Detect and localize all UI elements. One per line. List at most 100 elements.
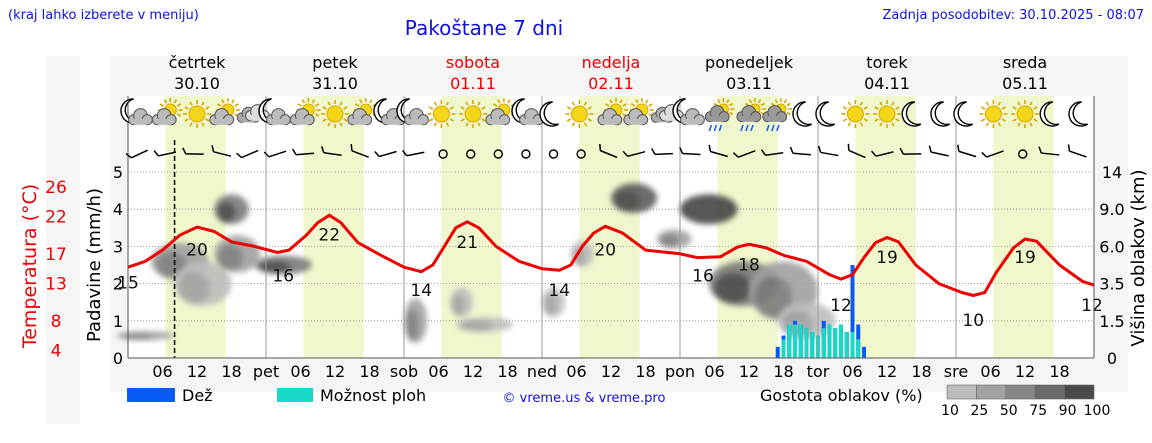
sun-ray bbox=[783, 99, 788, 104]
cloud-shape bbox=[597, 108, 623, 126]
x-tick-label: 18 bbox=[1049, 362, 1069, 381]
barb-tick bbox=[818, 145, 822, 153]
barb-tick bbox=[182, 147, 187, 155]
sun-ray bbox=[1029, 101, 1033, 106]
day-name: sobota bbox=[446, 53, 500, 72]
day-name: petek bbox=[312, 53, 358, 72]
cloud-height-tick-label: 14 bbox=[1102, 163, 1122, 182]
x-tick-label: 12 bbox=[1015, 362, 1035, 381]
sun-ray bbox=[847, 122, 852, 127]
sun-ray bbox=[631, 103, 636, 107]
sun-icon bbox=[979, 100, 1008, 128]
day-name: sreda bbox=[1003, 53, 1047, 72]
barb-tick bbox=[291, 148, 297, 156]
wind-calm-icon bbox=[493, 149, 503, 159]
sun-ray bbox=[339, 122, 343, 127]
sun-ray bbox=[449, 106, 454, 110]
sun-ray bbox=[355, 103, 360, 107]
barb-shaft bbox=[268, 150, 287, 158]
shower-bar bbox=[827, 324, 832, 358]
temp-tick-label: 26 bbox=[45, 178, 67, 198]
barb-tick bbox=[236, 152, 243, 159]
x-tick-label: sob bbox=[390, 362, 418, 381]
density-swatch bbox=[1005, 384, 1036, 400]
cloud-core bbox=[614, 190, 640, 212]
location-menu-hint: (kraj lahko izberete v meniju) bbox=[8, 8, 199, 23]
temp-tick-label: 22 bbox=[45, 208, 67, 228]
sun-ray bbox=[477, 101, 481, 106]
barb-tick bbox=[263, 151, 270, 158]
barb-shaft bbox=[820, 151, 839, 157]
wind-calm-icon bbox=[576, 149, 586, 159]
cloud-shape bbox=[485, 108, 511, 126]
temperature-label: 20 bbox=[186, 241, 208, 261]
sun-icon bbox=[841, 100, 870, 128]
sun-ray bbox=[359, 99, 363, 104]
cloud-core bbox=[451, 294, 465, 316]
x-tick-label: 12 bbox=[739, 362, 759, 381]
cloud-shape bbox=[347, 108, 373, 126]
cloud-base bbox=[742, 115, 756, 122]
cloud-height-tick-label: 1.5 bbox=[1099, 312, 1124, 331]
cloud-blob bbox=[680, 194, 738, 225]
day-date: 03.11 bbox=[726, 74, 772, 93]
sun-ray bbox=[571, 122, 576, 127]
x-tick-label: 06 bbox=[566, 362, 586, 381]
shower-bar bbox=[844, 331, 849, 358]
x-tick-label: pon bbox=[665, 362, 695, 381]
shower-bar bbox=[810, 331, 815, 358]
shower-legend-swatch bbox=[277, 388, 313, 402]
cloud-shape bbox=[128, 108, 153, 126]
sun-disc bbox=[846, 105, 864, 123]
rain-drop bbox=[718, 124, 723, 132]
temperature-label: 12 bbox=[830, 296, 852, 316]
rain-drop bbox=[771, 124, 775, 132]
precip-tick-label: 4 bbox=[113, 200, 123, 219]
cloud-base bbox=[767, 115, 782, 122]
wind-barb-icon bbox=[651, 148, 673, 156]
cloud-blob bbox=[254, 255, 312, 275]
barb-tick bbox=[401, 149, 408, 157]
sun-ray bbox=[1029, 122, 1033, 127]
day-date: 01.11 bbox=[450, 74, 496, 93]
cloud-rain-icon bbox=[736, 98, 766, 132]
moon-icon bbox=[1039, 101, 1060, 127]
sun-ray bbox=[997, 122, 1002, 127]
shower-legend-label: Možnost ploh bbox=[320, 386, 426, 405]
wind-barb-icon bbox=[401, 149, 425, 157]
temp-tick-label: 13 bbox=[45, 275, 67, 295]
sun-ray bbox=[863, 106, 868, 110]
wind-barb-icon bbox=[679, 147, 701, 156]
sun-rays bbox=[321, 100, 349, 128]
density-tick-label: 10 bbox=[941, 403, 959, 419]
temperature-label: 20 bbox=[594, 241, 616, 261]
sun-ray bbox=[201, 101, 205, 106]
barb-shaft bbox=[986, 150, 1004, 158]
barb-shaft bbox=[296, 152, 315, 156]
cloud-base bbox=[490, 118, 505, 125]
temperature-line bbox=[127, 213, 1095, 297]
sun-ray bbox=[985, 122, 990, 127]
cloud-core bbox=[258, 260, 291, 274]
sun-ray bbox=[497, 99, 501, 104]
cloud-blob bbox=[657, 229, 692, 249]
cloud-height-tick-label: 3.5 bbox=[1099, 275, 1124, 294]
sun-ray bbox=[428, 106, 434, 110]
precip-tick-label: 1 bbox=[113, 312, 123, 331]
barb-tick bbox=[125, 153, 132, 159]
wind-barb-icon bbox=[981, 150, 1004, 158]
sun-ray bbox=[760, 102, 765, 107]
sun-ray bbox=[980, 106, 986, 110]
sun-icon bbox=[565, 100, 594, 128]
cloud-base bbox=[524, 118, 539, 125]
x-tick-label: pet bbox=[253, 362, 279, 381]
cloud-height-tick-label: 0 bbox=[1107, 349, 1117, 368]
sun-ray bbox=[891, 122, 895, 127]
barb-tick bbox=[599, 143, 602, 151]
daylight-band bbox=[717, 96, 778, 358]
rain-legend-swatch bbox=[127, 388, 175, 402]
precip-tick-label: 0 bbox=[113, 349, 123, 368]
wind-calm-icon bbox=[438, 149, 448, 159]
moon-cloud-icon bbox=[120, 98, 153, 126]
sun-ray bbox=[583, 101, 588, 106]
